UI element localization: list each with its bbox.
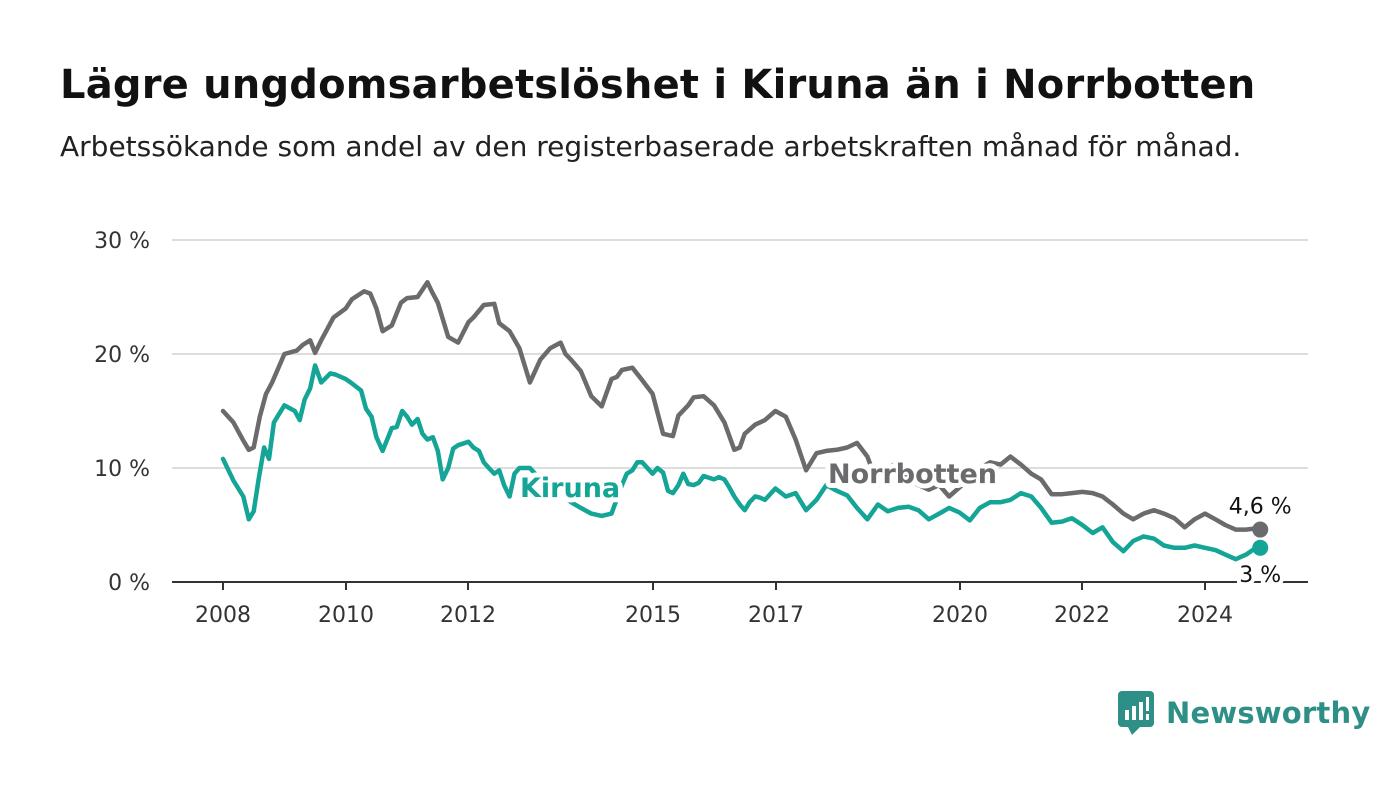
y-axis: 0 % 10 % 20 % 30 %: [94, 229, 150, 596]
newsworthy-logo-icon: [1118, 691, 1154, 735]
chart-subtitle: Arbetssökande som andel av den registerb…: [60, 130, 1242, 163]
series-label-norrbotten: Norrbotten: [828, 459, 997, 490]
y-tick-label: 30 %: [94, 229, 150, 254]
chart-title: Lägre ungdomsarbetslöshet i Kiruna än i …: [60, 62, 1256, 108]
series-label-halo: Norrbotten: [828, 459, 997, 490]
series-line-kiruna: [220, 363, 1263, 562]
x-tick-label: 2010: [318, 603, 374, 628]
x-tick-label: 2022: [1054, 603, 1110, 628]
end-marker-kiruna: [1252, 539, 1269, 556]
brand-name: Newsworthy: [1166, 696, 1371, 730]
newsworthy-logo[interactable]: Newsworthy: [1118, 690, 1370, 736]
x-tick-label: 2017: [748, 603, 804, 628]
gridlines: [172, 239, 1308, 583]
x-tick-label: 2012: [440, 603, 496, 628]
end-value-label-kiruna: 3 %: [1239, 563, 1281, 588]
end-value-label-norrbotten: 4,6 %: [1229, 495, 1292, 520]
y-tick-label: 0 %: [108, 571, 150, 596]
series-line-norrbotten: [220, 279, 1263, 532]
x-tick-label: 2015: [625, 603, 681, 628]
series-lines: [220, 279, 1263, 562]
x-axis: 2008 2010 2012 2015 2017 2020 2022 2024: [195, 582, 1233, 628]
end-marker-norrbotten: [1252, 521, 1269, 538]
series-label-kiruna: Kiruna: [520, 473, 620, 504]
series-label-halo: Kiruna: [520, 473, 620, 504]
end-value-halo: 4,6 %: [1229, 495, 1292, 520]
x-tick-label: 2008: [195, 603, 251, 628]
x-tick-label: 2020: [932, 603, 988, 628]
end-value-halo: 3 %: [1239, 563, 1281, 588]
y-tick-label: 10 %: [94, 457, 150, 482]
y-tick-label: 20 %: [94, 343, 150, 368]
x-tick-label: 2024: [1177, 603, 1233, 628]
